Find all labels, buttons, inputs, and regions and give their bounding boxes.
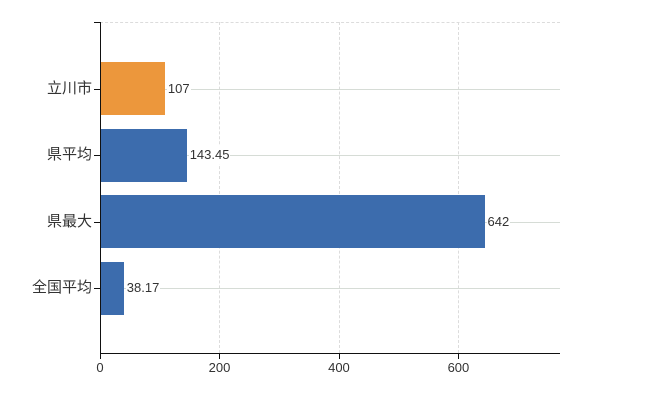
- bar-1: [101, 62, 165, 115]
- bar-value-label: 107: [166, 79, 191, 98]
- x-axis-line: [100, 352, 560, 354]
- vertical-gridline: [458, 22, 460, 353]
- y-axis-line: [100, 22, 101, 353]
- category-gridline: [100, 88, 560, 90]
- x-axis-tick: [458, 352, 460, 359]
- y-axis-tick: [94, 288, 100, 289]
- bar-3: [101, 195, 485, 248]
- y-category-label: 県最大: [46, 212, 92, 230]
- bar-4: [101, 261, 124, 315]
- top-gridline: [100, 22, 560, 23]
- bar-value-label: 143.45: [188, 146, 231, 164]
- x-tick-label: 200: [208, 359, 231, 375]
- vertical-gridline: [338, 22, 340, 353]
- bar-value-label: 38.17: [125, 279, 161, 297]
- bar-value-label: 642: [486, 212, 511, 231]
- bar-2: [101, 128, 187, 182]
- x-axis-tick: [338, 352, 340, 359]
- y-axis-tick: [94, 22, 100, 23]
- category-gridline: [100, 155, 560, 156]
- y-axis-tick: [94, 221, 100, 223]
- category-gridline: [100, 288, 560, 289]
- y-axis-tick: [94, 88, 100, 90]
- y-category-label: 立川市: [46, 79, 92, 97]
- x-tick-label: 600: [447, 359, 470, 375]
- y-category-label: 全国平均: [31, 279, 92, 296]
- x-axis-tick: [219, 352, 221, 359]
- y-category-label: 県平均: [46, 146, 92, 163]
- x-tick-label: 0: [96, 359, 104, 375]
- vertical-gridline: [219, 22, 221, 353]
- y-axis-tick: [94, 155, 100, 156]
- x-axis-tick: [100, 352, 101, 359]
- x-tick-label: 400: [328, 359, 350, 375]
